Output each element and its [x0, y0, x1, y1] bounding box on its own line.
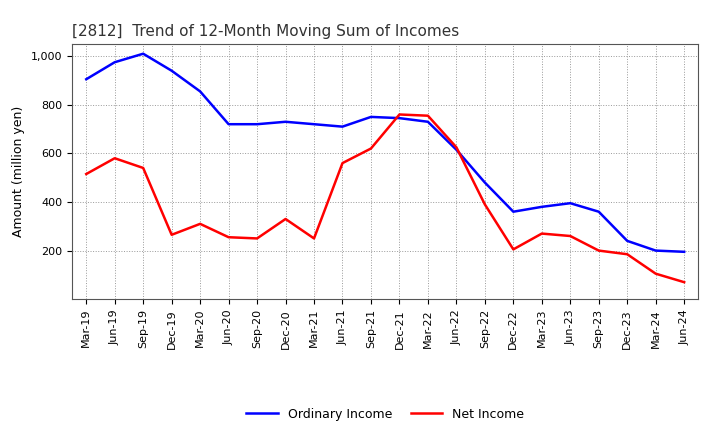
Ordinary Income: [452, 147, 461, 152]
Ordinary Income: [310, 121, 318, 127]
Ordinary Income: [282, 119, 290, 125]
Net Income: [253, 236, 261, 241]
Net Income: [196, 221, 204, 227]
Ordinary Income: [225, 121, 233, 127]
Ordinary Income: [537, 204, 546, 209]
Legend: Ordinary Income, Net Income: Ordinary Income, Net Income: [241, 403, 529, 425]
Ordinary Income: [566, 201, 575, 206]
Ordinary Income: [652, 248, 660, 253]
Net Income: [595, 248, 603, 253]
Ordinary Income: [82, 77, 91, 82]
Ordinary Income: [253, 121, 261, 127]
Net Income: [282, 216, 290, 222]
Ordinary Income: [623, 238, 631, 243]
Net Income: [310, 236, 318, 241]
Net Income: [509, 247, 518, 252]
Ordinary Income: [110, 59, 119, 65]
Ordinary Income: [680, 249, 688, 254]
Ordinary Income: [509, 209, 518, 214]
Net Income: [480, 202, 489, 207]
Net Income: [338, 161, 347, 166]
Net Income: [225, 235, 233, 240]
Ordinary Income: [595, 209, 603, 214]
Ordinary Income: [366, 114, 375, 120]
Net Income: [423, 113, 432, 118]
Net Income: [139, 165, 148, 171]
Net Income: [537, 231, 546, 236]
Ordinary Income: [480, 180, 489, 185]
Net Income: [652, 271, 660, 276]
Net Income: [395, 112, 404, 117]
Ordinary Income: [395, 115, 404, 121]
Text: [2812]  Trend of 12-Month Moving Sum of Incomes: [2812] Trend of 12-Month Moving Sum of I…: [72, 24, 459, 39]
Line: Ordinary Income: Ordinary Income: [86, 54, 684, 252]
Net Income: [680, 279, 688, 285]
Line: Net Income: Net Income: [86, 114, 684, 282]
Net Income: [110, 156, 119, 161]
Ordinary Income: [167, 68, 176, 73]
Net Income: [167, 232, 176, 238]
Ordinary Income: [196, 89, 204, 94]
Ordinary Income: [139, 51, 148, 56]
Net Income: [82, 172, 91, 177]
Net Income: [566, 233, 575, 238]
Net Income: [366, 146, 375, 151]
Net Income: [623, 252, 631, 257]
Net Income: [452, 145, 461, 150]
Ordinary Income: [423, 119, 432, 125]
Ordinary Income: [338, 124, 347, 129]
Y-axis label: Amount (million yen): Amount (million yen): [12, 106, 25, 237]
